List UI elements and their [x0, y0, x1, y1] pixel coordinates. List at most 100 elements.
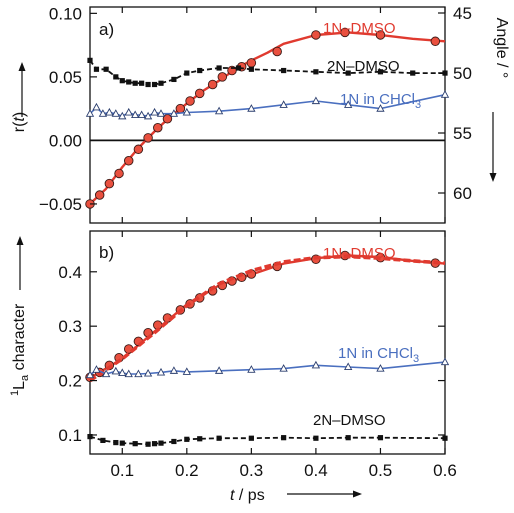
a-point-1n-in-chcl3 [105, 107, 114, 116]
a-point-2n-dmso [281, 67, 287, 74]
b-point-1n-in-chcl3 [143, 368, 153, 377]
b-point-1n-in-chcl3 [311, 360, 321, 369]
a-point-2n-dmso [410, 70, 416, 76]
b-x-tick-label: 0.4 [304, 461, 328, 480]
b-point-2n-dmso [442, 435, 448, 441]
a-y2-tick-label: 55 [453, 124, 472, 143]
b-ylabel: 1La character [9, 303, 31, 396]
b-point-1n-in-chcl3 [279, 364, 288, 372]
a-point-1n-in-chcl3 [376, 104, 385, 112]
b-y-tick-label: 0.3 [58, 317, 82, 336]
a-point-2n-dmso [184, 70, 190, 76]
a-point-1n-in-chcl3 [279, 100, 288, 108]
b-point-1n-in-chcl3 [182, 367, 191, 375]
a-series-label-1n-dmso: 1N–DMSO [323, 20, 396, 37]
a-series-label-1n-chcl3: 1N in CHCl3 [340, 91, 421, 111]
b-xlabel-text: t / ps [230, 487, 265, 504]
b-point-2n-dmso [377, 435, 384, 441]
a-point-1n-dmso [104, 178, 115, 189]
panel-b-frame [89, 230, 446, 455]
b-series-label-1n-chcl3-text: 1N in CHCl [338, 345, 413, 362]
a-point-2n-dmso [216, 65, 222, 71]
b-point-1n-in-chcl3 [376, 364, 385, 372]
a-point-1n-in-chcl3 [118, 111, 127, 120]
b-point-1n-in-chcl3 [134, 369, 143, 378]
a-point-1n-in-chcl3 [143, 111, 153, 120]
b-point-2n-dmso [171, 438, 177, 445]
a-y2-tick-label: 45 [453, 4, 472, 23]
a-point-1n-in-chcl3 [440, 90, 450, 98]
a-point-2n-dmso [119, 78, 125, 84]
a-y-tick-label: −0.05 [39, 195, 82, 214]
a-point-1n-dmso [175, 103, 186, 114]
b-point-1n-in-chcl3 [111, 366, 120, 375]
a-point-2n-dmso [132, 80, 138, 86]
a-point-2n-dmso [313, 69, 319, 75]
b-series-label-1n-dmso: 1N–DMSO [323, 245, 396, 262]
a-y2label-text: Angle / ° [493, 18, 510, 79]
panel-a: −0.05 0.00 0.05 0.10 45 50 55 60 a) 1N–DMSO 2N–… [39, 4, 472, 224]
a-y2-tick-label: 50 [453, 64, 472, 83]
a-point-2n-dmso [345, 70, 351, 76]
b-point-2n-dmso [119, 440, 125, 446]
a-point-1n-dmso [375, 30, 386, 40]
a-point-2n-dmso [103, 66, 109, 72]
a-point-1n-in-chcl3 [214, 106, 224, 115]
b-ylabel-arrow [16, 236, 24, 290]
b-point-1n-in-chcl3 [440, 357, 450, 366]
a-point-2n-dmso [113, 74, 119, 80]
a-point-1n-dmso [194, 88, 205, 99]
a-point-1n-in-chcl3 [150, 107, 159, 116]
a-y2-tick-label: 60 [453, 184, 472, 203]
b-y-tick-label: 0.1 [58, 426, 82, 445]
a-point-1n-in-chcl3 [182, 107, 191, 116]
b-x-tick-label: 0.6 [433, 461, 457, 480]
b-point-2n-dmso [158, 440, 164, 446]
b-point-1n-in-chcl3 [156, 367, 166, 376]
b-point-1n-in-chcl3 [214, 366, 224, 374]
a-y-tick-label: 0.10 [49, 4, 82, 23]
b-point-2n-dmso [197, 436, 203, 442]
b-series-label-1n-chcl3-sub: 3 [413, 353, 419, 365]
b-x-tick-label: 0.5 [369, 461, 393, 480]
b-point-2n-dmso [216, 435, 222, 441]
b-point-1n-in-chcl3 [169, 366, 179, 374]
a-y2label: Angle / ° [493, 18, 510, 79]
b-ylabel-text: 1La character [9, 303, 31, 396]
a-point-1n-dmso [123, 155, 134, 166]
a-point-1n-in-chcl3 [85, 109, 95, 117]
a-point-1n-dmso [153, 122, 163, 133]
a-point-2n-dmso [171, 76, 177, 83]
a-point-1n-dmso [272, 46, 282, 57]
a-point-2n-dmso [93, 66, 100, 72]
a-point-1n-in-chcl3 [156, 109, 166, 117]
a-point-2n-dmso [126, 79, 132, 85]
a-point-1n-dmso [430, 36, 441, 47]
a-series-label-2n-dmso: 2N–DMSO [327, 58, 400, 75]
a-point-2n-dmso [248, 66, 254, 72]
b-point-1n-in-chcl3 [92, 365, 101, 373]
b-point-1n-in-chcl3 [124, 369, 133, 378]
a-point-1n-dmso [217, 72, 228, 82]
a-point-1n-dmso [114, 168, 124, 179]
a-point-1n-dmso [143, 133, 153, 143]
b-point-1n-in-chcl3 [101, 369, 111, 378]
b-xlabel-arrow [287, 490, 362, 498]
b-point-2n-dmso [248, 435, 254, 441]
b-point-1n-in-chcl3 [118, 368, 127, 377]
b-point-2n-dmso [151, 441, 158, 447]
a-point-2n-dmso [151, 81, 158, 88]
a-point-2n-dmso [87, 57, 93, 63]
b-xlabel: t / ps [230, 487, 265, 504]
a-point-1n-in-chcl3 [311, 96, 321, 105]
b-point-2n-dmso [100, 437, 106, 444]
a-ylabel-arrow [18, 62, 26, 117]
panel-a-label: a) [99, 20, 114, 39]
a-point-2n-dmso [145, 81, 151, 88]
a-point-1n-in-chcl3 [344, 100, 353, 108]
b-point-2n-dmso [281, 435, 287, 441]
a-point-1n-in-chcl3 [124, 107, 133, 116]
b-y-tick-label: 0.2 [58, 372, 82, 391]
a-point-1n-dmso [311, 30, 321, 40]
b-series-line-1n-in-chcl3 [89, 361, 446, 376]
